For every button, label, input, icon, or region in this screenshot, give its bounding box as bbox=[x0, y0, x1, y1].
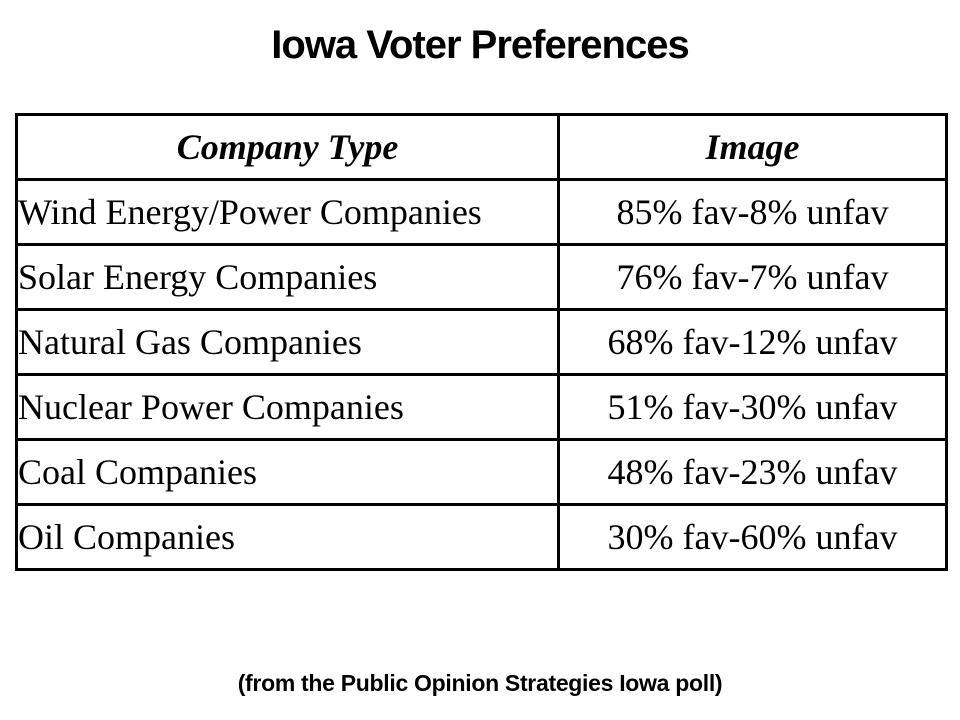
company-type-cell: Natural Gas Companies bbox=[15, 308, 560, 376]
image-cell: 85% fav-8% unfav bbox=[557, 178, 948, 246]
image-cell: 30% fav-60% unfav bbox=[557, 503, 948, 571]
source-footnote: (from the Public Opinion Strategies Iowa… bbox=[237, 670, 723, 696]
table-row: Coal Companies 48% fav-23% unfav bbox=[15, 438, 948, 506]
table-row: Solar Energy Companies 76% fav-7% unfav bbox=[15, 243, 948, 311]
image-cell: 76% fav-7% unfav bbox=[557, 243, 948, 311]
image-cell: 51% fav-30% unfav bbox=[557, 373, 948, 441]
preferences-table: Company Type Image Wind Energy/Power Com… bbox=[15, 113, 948, 571]
company-type-cell: Wind Energy/Power Companies bbox=[15, 178, 560, 246]
table-row: Oil Companies 30% fav-60% unfav bbox=[15, 503, 948, 571]
table-header-row: Company Type Image bbox=[15, 113, 948, 181]
company-type-cell: Oil Companies bbox=[15, 503, 560, 571]
slide-title: Iowa Voter Preferences bbox=[271, 23, 689, 67]
company-type-cell: Coal Companies bbox=[15, 438, 560, 506]
company-type-header: Company Type bbox=[15, 113, 560, 181]
table-row: Nuclear Power Companies 51% fav-30% unfa… bbox=[15, 373, 948, 441]
image-header: Image bbox=[557, 113, 948, 181]
image-cell: 48% fav-23% unfav bbox=[557, 438, 948, 506]
company-type-cell: Solar Energy Companies bbox=[15, 243, 560, 311]
table-row: Natural Gas Companies 68% fav-12% unfav bbox=[15, 308, 948, 376]
company-type-cell: Nuclear Power Companies bbox=[15, 373, 560, 441]
image-cell: 68% fav-12% unfav bbox=[557, 308, 948, 376]
table-row: Wind Energy/Power Companies 85% fav-8% u… bbox=[15, 178, 948, 246]
